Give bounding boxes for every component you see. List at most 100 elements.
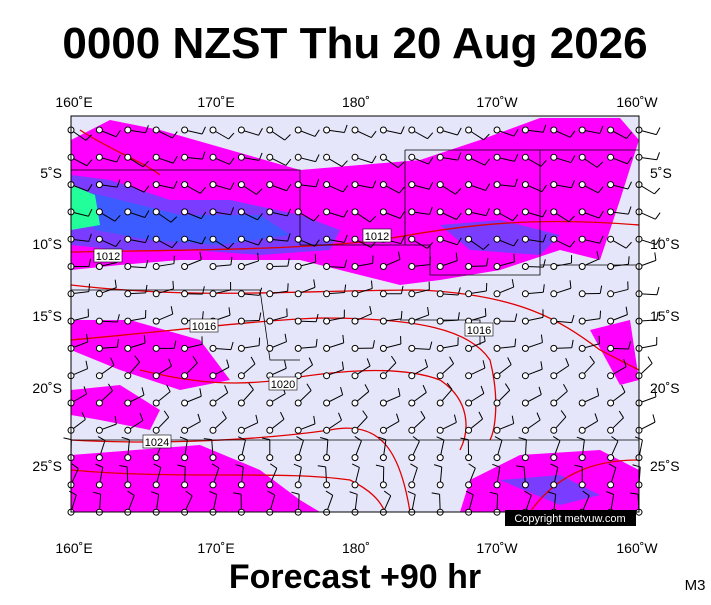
barb-station — [238, 209, 244, 215]
barb-station — [238, 482, 244, 488]
barb-station — [96, 345, 102, 351]
barb-station — [210, 209, 216, 215]
barb-flag — [654, 188, 659, 194]
barb-station — [380, 345, 386, 351]
barb-station — [125, 182, 131, 188]
barb-station — [494, 154, 500, 160]
barb-station — [267, 127, 273, 133]
barb-station — [494, 455, 500, 461]
barb-station — [238, 182, 244, 188]
barb-station — [579, 400, 585, 406]
barb-station — [324, 127, 330, 133]
barb-station — [153, 482, 159, 488]
barb-station — [380, 154, 386, 160]
barb-station — [522, 127, 528, 133]
barb-station — [96, 127, 102, 133]
barb-station — [238, 264, 244, 270]
barb-station — [352, 209, 358, 215]
barb-station — [96, 264, 102, 270]
barb-station — [182, 127, 188, 133]
barb-station — [352, 318, 358, 324]
barb-station — [380, 264, 386, 270]
barb-station — [324, 345, 330, 351]
barb-station — [238, 373, 244, 379]
barb-station — [125, 209, 131, 215]
barb-station — [324, 209, 330, 215]
barb-station — [238, 455, 244, 461]
map-code: M3 — [685, 577, 706, 594]
barb-station — [380, 209, 386, 215]
barb-station — [579, 182, 585, 188]
barb-station — [466, 264, 472, 270]
barb-station — [380, 182, 386, 188]
barb-station — [352, 373, 358, 379]
barb-station — [522, 154, 528, 160]
barb-station — [380, 291, 386, 297]
barb-station — [551, 236, 557, 242]
barb-station — [608, 455, 614, 461]
isobar-label: 1016 — [467, 325, 491, 337]
barb-station — [153, 236, 159, 242]
barb-station — [522, 182, 528, 188]
barb-station — [182, 264, 188, 270]
barb-station — [608, 318, 614, 324]
barb-station — [522, 236, 528, 242]
barb-station — [182, 318, 188, 324]
barb-station — [96, 318, 102, 324]
barb-flag — [173, 281, 174, 289]
barb-station — [238, 154, 244, 160]
barb-station — [352, 427, 358, 433]
barb-station — [153, 318, 159, 324]
barb-station — [125, 127, 131, 133]
lat-label: 20˚S — [650, 380, 680, 396]
barb-station — [409, 154, 415, 160]
barb-station — [125, 318, 131, 324]
barb-station — [352, 455, 358, 461]
barb-station — [182, 455, 188, 461]
copyright: Copyright metvuw.com — [514, 513, 625, 525]
barb-station — [125, 236, 131, 242]
barb-station — [579, 373, 585, 379]
barb-station — [494, 291, 500, 297]
barb-station — [608, 345, 614, 351]
barb-station — [153, 154, 159, 160]
barb-station — [267, 291, 273, 297]
barb-station — [267, 455, 273, 461]
barb-station — [210, 400, 216, 406]
barb-station — [238, 127, 244, 133]
barb-station — [125, 154, 131, 160]
barb-flag — [656, 128, 660, 135]
barb-station — [238, 236, 244, 242]
barb-station — [380, 427, 386, 433]
barb-station — [295, 482, 301, 488]
barb-flag — [485, 308, 486, 316]
barb-station — [96, 455, 102, 461]
barb-station — [210, 264, 216, 270]
barb-station — [238, 318, 244, 324]
barb-station — [608, 373, 614, 379]
lon-label: 170˚E — [197, 540, 234, 556]
barb-station — [437, 236, 443, 242]
lon-label: 170˚W — [476, 94, 518, 110]
barb-station — [608, 427, 614, 433]
barb-station — [210, 127, 216, 133]
barb-station — [466, 154, 472, 160]
barb-station — [579, 427, 585, 433]
barb-station — [125, 482, 131, 488]
barb-station — [295, 236, 301, 242]
barb-station — [238, 345, 244, 351]
barb-station — [551, 427, 557, 433]
barb-station — [409, 318, 415, 324]
barb-station — [295, 127, 301, 133]
barb-station — [380, 127, 386, 133]
barb-station — [267, 482, 273, 488]
barb-station — [380, 455, 386, 461]
barb-station — [494, 236, 500, 242]
lon-label: 170˚W — [476, 540, 518, 556]
barb-station — [466, 482, 472, 488]
barb-station — [210, 482, 216, 488]
barb-station — [324, 264, 330, 270]
barb-station — [267, 209, 273, 215]
